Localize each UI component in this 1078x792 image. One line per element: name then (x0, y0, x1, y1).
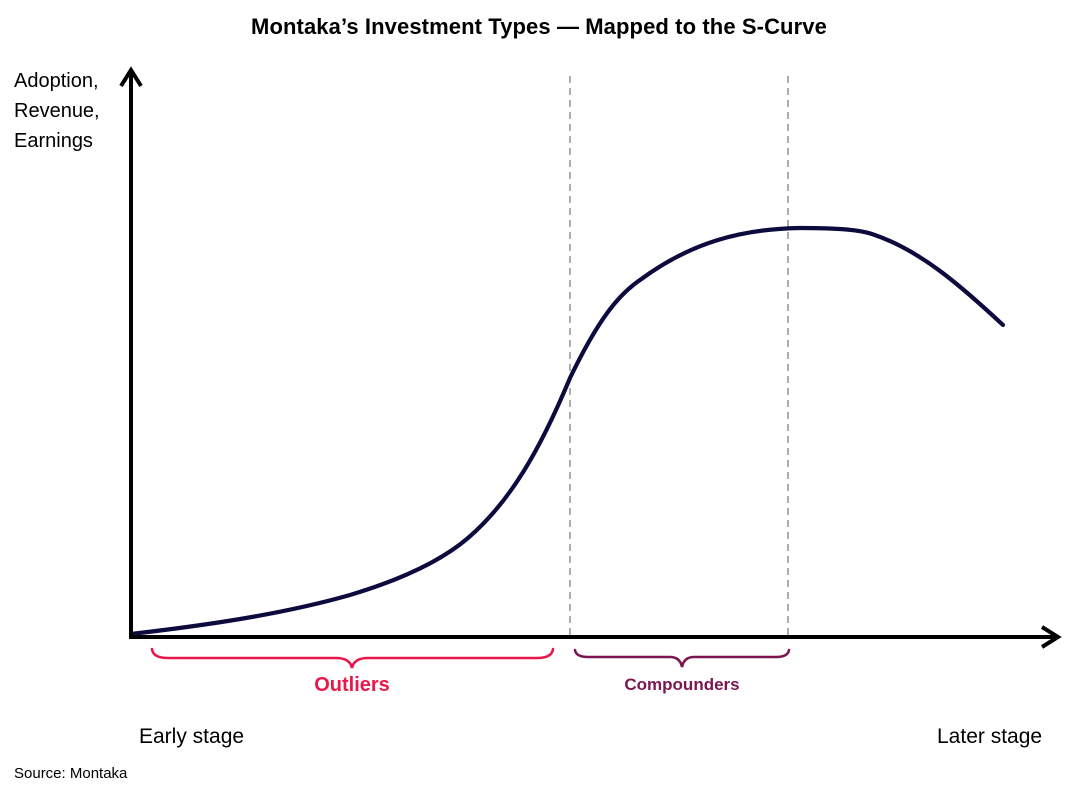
y-axis-arrow-icon (119, 66, 143, 88)
compounders-label: Compounders (624, 675, 740, 694)
source-note: Source: Montaka (14, 765, 128, 782)
x-axis-label-later: Later stage (937, 725, 1043, 748)
outliers-label: Outliers (314, 674, 390, 696)
s-curve-line (128, 225, 1006, 637)
x-axis-arrow-icon (1040, 625, 1062, 649)
x-axis-label-early: Early stage (139, 725, 245, 748)
compounders-brace-icon (573, 648, 791, 668)
outliers-brace-icon (150, 647, 555, 669)
chart-title: Montaka’s Investment Types — Mapped to t… (251, 14, 827, 39)
y-axis-label: Adoption, Revenue, Earnings (14, 70, 100, 152)
